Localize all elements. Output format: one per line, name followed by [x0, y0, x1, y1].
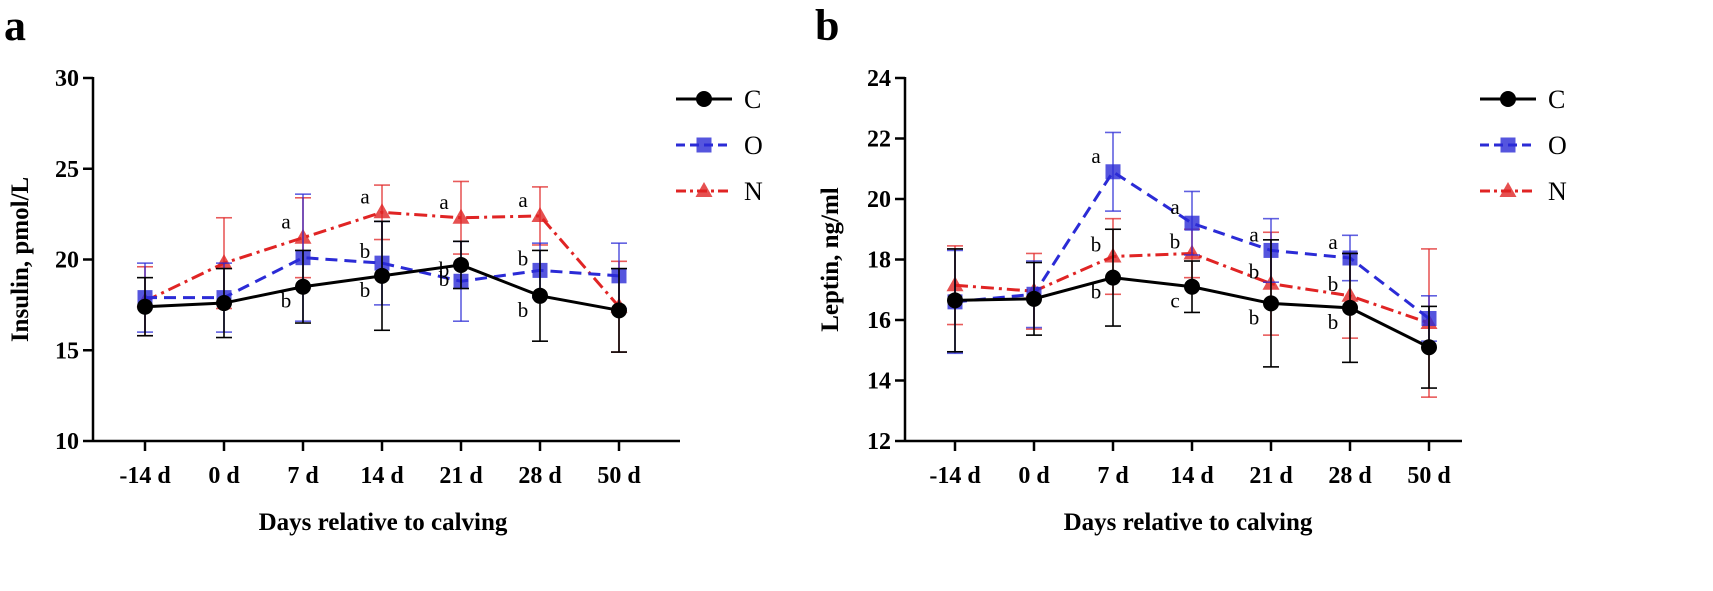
x-tick-label: -14 d	[929, 463, 981, 489]
x-tick-label: 28 d	[1328, 463, 1372, 489]
legend-marker-N	[695, 182, 713, 197]
significance-letter: b	[439, 267, 450, 291]
data-point	[1026, 290, 1042, 307]
significance-letter: a	[1091, 144, 1101, 168]
y-tick-label: 15	[55, 338, 79, 364]
significance-letter: a	[518, 188, 528, 212]
significance-letter: b	[360, 239, 371, 263]
significance-letter: a	[1170, 195, 1180, 219]
significance-letter: b	[439, 257, 450, 281]
data-point	[216, 295, 232, 312]
chart-panel-b: b 12 14 16 18 20 22 24 -14 d 0 d 7 d 14 d 21 d 28 d 50…	[815, 1, 1567, 536]
panel-label: a	[4, 1, 26, 50]
data-point	[137, 298, 153, 315]
data-point	[947, 292, 963, 309]
data-point	[1184, 215, 1200, 231]
significance-letter: b	[360, 278, 371, 302]
significance-letter: b	[518, 298, 529, 322]
y-tick-label: 20	[55, 248, 79, 274]
legend-label-N: N	[1548, 177, 1567, 206]
data-point	[374, 267, 390, 284]
y-tick-label: 12	[867, 429, 891, 455]
data-point	[452, 208, 470, 224]
significance-letter: a	[360, 184, 370, 208]
y-tick-label: 10	[55, 429, 79, 455]
data-point	[373, 203, 391, 219]
significance-letter: b	[1170, 229, 1181, 253]
y-tick-label: 30	[55, 66, 79, 92]
legend-marker-C	[1500, 91, 1516, 107]
data-point	[215, 254, 233, 270]
legend-label-C: C	[744, 85, 761, 114]
legend-label-O: O	[744, 131, 763, 160]
x-tick-label: 14 d	[1170, 463, 1214, 489]
x-tick-label: 0 d	[1018, 463, 1050, 489]
x-tick-label: 7 d	[287, 463, 319, 489]
significance-letter: b	[518, 246, 529, 270]
x-tick-label: 28 d	[518, 463, 562, 489]
y-tick-label: 14	[867, 369, 891, 395]
data-point	[453, 256, 469, 273]
legend-label-O: O	[1548, 131, 1567, 160]
significance-letter: a	[1249, 222, 1259, 246]
y-axis-title: Insulin, pmol/L	[7, 177, 34, 342]
legend: CON	[676, 85, 763, 206]
x-axis-title: Days relative to calving	[259, 509, 508, 536]
series-C	[137, 220, 627, 353]
x-tick-label: 14 d	[360, 463, 404, 489]
y-tick-label: 22	[867, 127, 891, 153]
significance-letter: b	[1091, 280, 1102, 304]
panel-label: b	[815, 1, 839, 50]
significance-letter: a	[1328, 230, 1338, 254]
data-point	[1263, 295, 1279, 312]
data-point	[531, 206, 549, 222]
data-point	[1105, 164, 1121, 180]
data-point	[532, 287, 548, 304]
x-tick-label: 21 d	[439, 463, 483, 489]
y-tick-label: 25	[55, 157, 79, 183]
significance-letter: c	[1170, 289, 1179, 313]
y-tick-label: 16	[867, 308, 891, 334]
data-point	[295, 278, 311, 295]
y-tick-label: 24	[867, 66, 891, 92]
x-axis-title: Days relative to calving	[1064, 509, 1313, 536]
significance-letter: a	[439, 190, 449, 214]
series-O	[947, 131, 1437, 355]
x-tick-label: -14 d	[119, 463, 171, 489]
data-point	[1184, 278, 1200, 295]
y-axis-title: Leptin, ng/ml	[817, 187, 844, 332]
legend-label-N: N	[744, 177, 763, 206]
legend-marker-N	[1499, 182, 1517, 197]
significance-letter: a	[281, 210, 291, 234]
significance-letter: b	[1328, 272, 1339, 296]
significance-letter: b	[1328, 310, 1339, 334]
x-tick-label: 50 d	[597, 463, 641, 489]
significance-letter: b	[281, 289, 292, 313]
y-tick-label: 20	[867, 187, 891, 213]
chart-panel-a: a 10 15 20 25 30 -14 d 0 d 7 d 14 d 21 d 28 d 50 d In…	[4, 1, 763, 536]
data-point	[1342, 299, 1358, 316]
legend: CON	[1480, 85, 1567, 206]
series-C	[947, 228, 1437, 389]
x-tick-label: 0 d	[208, 463, 240, 489]
y-tick-label: 18	[867, 248, 891, 274]
legend-marker-C	[696, 91, 712, 107]
x-tick-label: 50 d	[1407, 463, 1451, 489]
data-point	[1105, 269, 1121, 286]
significance-letter: b	[1249, 305, 1260, 329]
legend-marker-O	[1500, 137, 1516, 153]
legend-label-C: C	[1548, 85, 1565, 114]
x-tick-label: 7 d	[1097, 463, 1129, 489]
data-point	[611, 302, 627, 319]
legend-marker-O	[696, 137, 712, 153]
x-tick-label: 21 d	[1249, 463, 1293, 489]
significance-letter: b	[1091, 232, 1102, 256]
data-point	[1421, 339, 1437, 356]
significance-letter: b	[1249, 260, 1260, 284]
